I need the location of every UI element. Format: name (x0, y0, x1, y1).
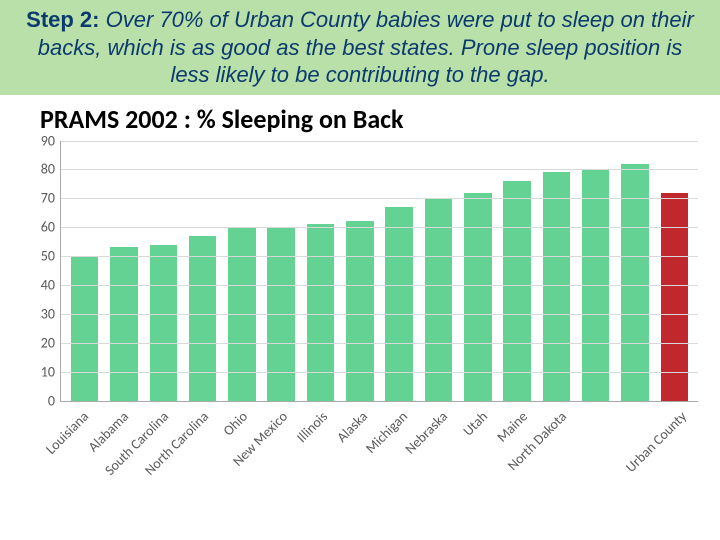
chart-gridline (61, 198, 698, 199)
chart-gridline (61, 256, 698, 257)
chart-bar-slot (183, 141, 222, 401)
chart-gridline (61, 343, 698, 344)
chart-xlabel-slot: Nebraska (419, 402, 459, 512)
chart-bar-slot (301, 141, 340, 401)
chart-gridline (61, 141, 698, 142)
chart-gridline (61, 314, 698, 315)
chart-bar (464, 193, 492, 401)
chart-ytick-label: 20 (21, 334, 55, 351)
chart-ytick-label: 40 (21, 276, 55, 293)
chart-plot-area: 0102030405060708090 (60, 141, 698, 402)
chart-xlabel: Ohio (220, 408, 251, 439)
chart-bar-slot (576, 141, 615, 401)
chart-bar (71, 256, 99, 400)
chart-bar (189, 236, 217, 401)
chart-xlabel-slot: Louisiana (60, 402, 100, 512)
chart-gridline (61, 285, 698, 286)
chart-bar (150, 245, 178, 401)
chart-ytick-label: 50 (21, 248, 55, 265)
chart-bar (543, 172, 571, 400)
chart-bar-slot (262, 141, 301, 401)
chart-bar-slot (144, 141, 183, 401)
slide-root: Step 2: Over 70% of Urban County babies … (0, 0, 720, 540)
chart-title: PRAMS 2002 : % Sleeping on Back (40, 103, 708, 135)
chart-bar-slot (222, 141, 261, 401)
chart-xlabel: Utah (459, 408, 491, 440)
chart-ytick-label: 70 (21, 190, 55, 207)
chart-gridline (61, 372, 698, 373)
chart-bar-slot (537, 141, 576, 401)
chart-xlabel-slot: Illinois (299, 402, 339, 512)
chart-ytick-label: 0 (21, 392, 55, 409)
chart-bar-slot (419, 141, 458, 401)
chart-bars (65, 141, 694, 401)
chart-ytick-label: 30 (21, 305, 55, 322)
chart-bar (307, 224, 335, 400)
chart-bar-slot (104, 141, 143, 401)
chart-ytick-label: 80 (21, 161, 55, 178)
header-lead: Step 2: (26, 7, 99, 32)
chart-ytick-label: 90 (21, 132, 55, 149)
chart-bar-slot (497, 141, 536, 401)
chart-ytick-label: 60 (21, 219, 55, 236)
chart-bar (661, 193, 689, 401)
chart-bar-slot (615, 141, 654, 401)
chart-bar-slot (65, 141, 104, 401)
chart-bar-slot (458, 141, 497, 401)
chart-bar (425, 198, 453, 400)
chart-xlabel: Illinois (293, 408, 331, 446)
chart-gridline (61, 227, 698, 228)
chart-gridline (61, 169, 698, 170)
chart-bar (110, 247, 138, 400)
chart-xlabel-slot: Utah (459, 402, 499, 512)
chart-xlabel: Alaska (333, 408, 371, 446)
chart-xlabel-slot: North Dakota (539, 402, 579, 512)
chart-ytick-label: 10 (21, 363, 55, 380)
chart-x-labels: LouisianaAlabamaSouth CarolinaNorth Caro… (60, 402, 698, 512)
chart-xlabel-slot (578, 402, 618, 512)
chart-xlabel-slot: North Carolina (180, 402, 220, 512)
chart-bar-slot (380, 141, 419, 401)
chart-xlabel-slot: New Mexico (259, 402, 299, 512)
header-text: Over 70% of Urban County babies were put… (38, 7, 694, 87)
chart-bar (346, 221, 374, 400)
chart-bar (503, 181, 531, 401)
chart-bar-slot (340, 141, 379, 401)
header-band: Step 2: Over 70% of Urban County babies … (0, 0, 720, 95)
chart-xlabel-slot: Urban County (658, 402, 698, 512)
chart-bar-slot (655, 141, 694, 401)
chart-xlabel: Louisiana (42, 408, 92, 458)
chart-container: PRAMS 2002 : % Sleeping on Back 01020304… (12, 103, 708, 512)
